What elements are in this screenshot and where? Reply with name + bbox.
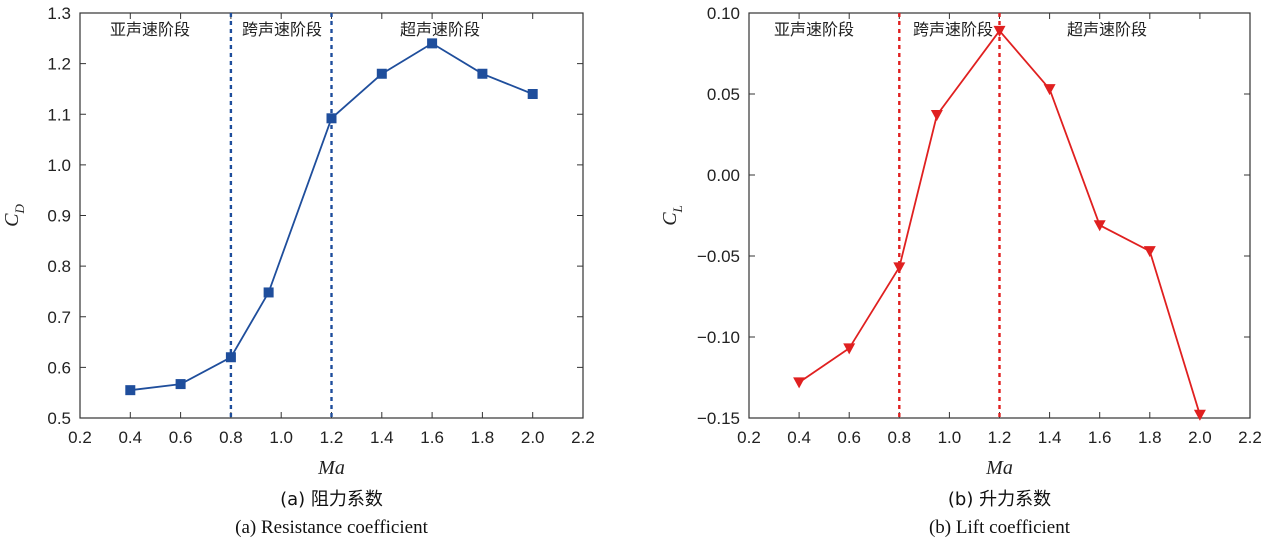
y-tick-label: 0.6 [47,358,71,377]
y-tick-label: −0.05 [697,247,740,266]
data-point-marker [175,379,186,390]
data-point-marker [1143,246,1156,258]
x-tick-label: 1.4 [370,428,394,447]
y-tick-label: 1.1 [47,105,71,124]
y-tick-label: 0.5 [47,409,71,428]
data-point-marker [1193,409,1206,421]
data-point-marker [527,89,538,99]
data-point-marker [326,113,337,124]
x-tick-label: 1.6 [420,428,444,447]
region-label: 超声速阶段 [400,20,480,39]
caption-english: (b) Lift coefficient [929,517,1071,538]
y-tick-label: 0.00 [707,166,740,185]
x-tick-label: 1.2 [988,428,1012,447]
x-tick-label: 1.8 [471,428,495,447]
x-axis-label: Ma [985,457,1013,479]
y-tick-label: 0.7 [47,308,71,327]
y-axis-label: CL [659,205,685,226]
chart-resistance: 0.2 0.4 0.6 0.8 1.0 1.2 1.4 1.6 1.8 2.0 2.2 0.5 0.6 0… [1,4,595,538]
caption-chinese: (a) 阻力系数 [280,489,383,510]
y-tick-label: 0.10 [707,4,740,23]
x-tick-label: 2.0 [521,428,545,447]
x-tick-label: 1.4 [1038,428,1062,447]
y-axis-label-subscript: L [670,205,685,213]
y-tick-label: 1.0 [47,156,71,175]
data-point-marker [1093,220,1106,232]
data-point-marker [1043,84,1056,96]
x-axis-label: Ma [317,457,345,479]
region-label: 亚声速阶段 [774,20,854,39]
caption-english: (a) Resistance coefficient [235,517,428,538]
y-axis-label-main: C [1,213,23,227]
data-point-marker [793,377,806,389]
x-tick-label: 1.6 [1088,428,1112,447]
x-tick-label: 0.6 [837,428,861,447]
y-tick-label: 0.8 [47,257,71,276]
x-tick-label: 1.0 [269,428,293,447]
y-tick-label: −0.15 [697,409,740,428]
data-point-marker [477,68,488,79]
x-tick-label: 0.8 [887,428,911,447]
x-tick-label: 0.8 [219,428,243,447]
data-point-marker [930,110,943,122]
region-label: 跨声速阶段 [242,20,322,39]
data-point-marker [263,287,274,298]
y-tick-label: 1.3 [47,4,71,23]
x-tick-label: 2.2 [571,428,595,447]
chart-lift: 0.2 0.4 0.6 0.8 1.0 1.2 1.4 1.6 1.8 2.0 2.2 −0.15 −0… [659,4,1262,538]
x-tick-label: 0.2 [737,428,761,447]
y-tick-label: 0.9 [47,207,71,226]
x-tick-label: 0.6 [169,428,193,447]
x-tick-label: 0.4 [118,428,142,447]
x-tick-label: 1.0 [938,428,962,447]
y-tick-label: 1.2 [47,55,71,74]
region-label: 超声速阶段 [1067,20,1147,39]
y-tick-label: 0.05 [707,85,740,104]
data-point-marker [376,68,387,79]
data-point-marker [225,352,236,363]
x-tick-label: 1.8 [1138,428,1162,447]
y-axis-label: CD [1,204,27,227]
x-tick-label: 0.2 [68,428,92,447]
region-label: 亚声速阶段 [110,20,190,39]
x-tick-label: 2.2 [1238,428,1262,447]
region-label: 跨声速阶段 [913,20,993,39]
x-tick-label: 1.2 [320,428,344,447]
caption-chinese: (b) 升力系数 [948,489,1051,510]
data-point-marker [993,25,1006,37]
y-axis-label-main: C [659,212,681,226]
data-point-marker [893,262,906,274]
data-point-marker [427,38,438,49]
x-tick-label: 0.4 [787,428,811,447]
data-point-marker [843,343,856,355]
x-tick-label: 2.0 [1188,428,1212,447]
y-axis-label-subscript: D [12,204,27,215]
data-point-marker [125,385,136,396]
y-tick-label: −0.10 [697,328,740,347]
